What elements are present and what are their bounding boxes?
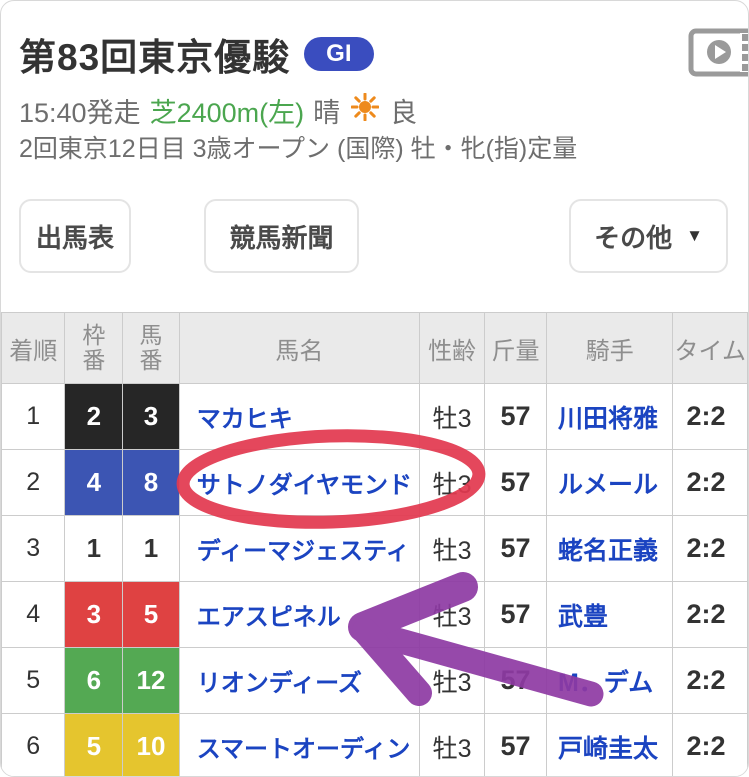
- number-cell: 5: [122, 581, 180, 648]
- race-video-icon[interactable]: [688, 27, 748, 82]
- weight-cell: 57: [484, 515, 547, 582]
- horse-name-cell: スマートオーディン: [178, 713, 421, 776]
- jockey-link[interactable]: 戸崎圭太: [557, 734, 658, 763]
- frame-cell: 1: [64, 515, 124, 582]
- table-row: 4 3 5 エアスピネル 牡3 57 武豊 2:2: [1, 581, 748, 648]
- horse-name-link[interactable]: サトノダイヤモンド: [196, 472, 413, 499]
- time-cell: 2:2: [672, 713, 748, 776]
- header-weight: 斤量: [484, 312, 547, 384]
- jockey-cell: 川田将雅: [545, 383, 674, 450]
- horse-name-cell: リオンディーズ: [178, 647, 421, 714]
- sex-age-cell: 牡3: [419, 581, 486, 648]
- frame-cell: 6: [64, 647, 124, 714]
- sex-age-cell: 牡3: [419, 449, 486, 516]
- going-label: 良: [390, 98, 418, 128]
- newspaper-button[interactable]: 競馬新聞: [204, 199, 359, 273]
- jockey-link[interactable]: ルメール: [557, 470, 658, 499]
- rank-cell: 4: [1, 581, 66, 648]
- race-conditions-line: 15:40発走 芝2400m(左) 晴 良: [19, 91, 417, 130]
- jockey-cell: 戸崎圭太: [545, 713, 674, 776]
- entry-table-label: 出馬表: [35, 222, 114, 253]
- frame-cell: 2: [64, 383, 124, 450]
- header-time: タイム: [672, 312, 748, 384]
- horse-name-link[interactable]: ディーマジェスティ: [196, 538, 410, 565]
- horse-name-cell: マカヒキ: [178, 383, 421, 450]
- horse-name-cell: ディーマジェスティ: [178, 515, 421, 582]
- frame-cell: 5: [64, 713, 124, 776]
- jockey-link[interactable]: 蛯名正義: [557, 536, 658, 565]
- entry-table-button[interactable]: 出馬表: [19, 199, 131, 273]
- page-title: 第83回東京優駿: [19, 37, 291, 78]
- horse-name-link[interactable]: エアスピネル: [196, 604, 341, 631]
- horse-name-link[interactable]: リオンディーズ: [196, 670, 362, 697]
- chevron-down-icon: ▼: [686, 226, 703, 245]
- number-cell: 1: [122, 515, 180, 582]
- frame-cell: 3: [64, 581, 124, 648]
- more-label: その他: [594, 222, 673, 253]
- table-header-row: 着順 枠番 馬番 馬名 性齢 斤量 騎手 タイム: [1, 312, 748, 384]
- rank-cell: 5: [1, 647, 66, 714]
- jockey-cell: M．デム: [545, 647, 674, 714]
- header-jockey: 騎手: [545, 312, 674, 384]
- jockey-link[interactable]: 武豊: [557, 602, 608, 631]
- horse-name-link[interactable]: マカヒキ: [196, 406, 293, 433]
- more-dropdown-button[interactable]: その他 ▼: [569, 199, 728, 273]
- meeting-info: 2回東京12日目 3歳オープン (国際) 牡・牝(指)定量: [19, 135, 578, 163]
- sex-age-cell: 牡3: [419, 383, 486, 450]
- rank-cell: 2: [1, 449, 66, 516]
- horse-name-cell: エアスピネル: [178, 581, 421, 648]
- sex-age-cell: 牡3: [419, 647, 486, 714]
- weight-cell: 57: [484, 383, 547, 450]
- table-row: 5 6 12 リオンディーズ 牡3 57 M．デム 2:2: [1, 647, 748, 714]
- jockey-cell: 蛯名正義: [545, 515, 674, 582]
- header-rank: 着順: [1, 312, 66, 384]
- rank-cell: 3: [1, 515, 66, 582]
- table-row: 3 1 1 ディーマジェスティ 牡3 57 蛯名正義 2:2: [1, 515, 748, 582]
- newspaper-label: 競馬新聞: [229, 222, 334, 253]
- number-cell: 3: [122, 383, 180, 450]
- weight-cell: 57: [484, 647, 547, 714]
- start-time: 15:40発走: [19, 98, 141, 128]
- weight-cell: 57: [484, 449, 547, 516]
- grade-badge: GI: [304, 37, 374, 71]
- rank-cell: 6: [1, 713, 66, 776]
- time-cell: 2:2: [672, 647, 748, 714]
- frame-cell: 4: [64, 449, 124, 516]
- jockey-link[interactable]: 川田将雅: [557, 404, 658, 433]
- horse-name-cell: サトノダイヤモンド: [178, 449, 421, 516]
- sex-age-cell: 牡3: [419, 713, 486, 776]
- time-cell: 2:2: [672, 383, 748, 450]
- rank-cell: 1: [1, 383, 66, 450]
- time-cell: 2:2: [672, 449, 748, 516]
- results-table: 着順 枠番 馬番 馬名 性齢 斤量 騎手 タイム 1 2 3 マカヒキ 牡3 5…: [1, 312, 748, 776]
- weather-label: 晴: [313, 98, 341, 128]
- jockey-cell: ルメール: [545, 449, 674, 516]
- weight-cell: 57: [484, 581, 547, 648]
- sex-age-cell: 牡3: [419, 515, 486, 582]
- table-row: 6 5 10 スマートオーディン 牡3 57 戸崎圭太 2:2: [1, 713, 748, 776]
- race-header: 第83回東京優駿 GI: [19, 27, 374, 81]
- header-frame: 枠番: [64, 312, 124, 384]
- table-row: 1 2 3 マカヒキ 牡3 57 川田将雅 2:2: [1, 383, 748, 450]
- header-name: 馬名: [178, 312, 421, 384]
- header-number: 馬番: [122, 312, 180, 384]
- time-cell: 2:2: [672, 515, 748, 582]
- horse-name-link[interactable]: スマートオーディン: [196, 736, 411, 763]
- weight-cell: 57: [484, 713, 547, 776]
- time-cell: 2:2: [672, 581, 748, 648]
- header-sexage: 性齢: [419, 312, 486, 384]
- number-cell: 12: [122, 647, 180, 714]
- number-cell: 10: [122, 713, 180, 776]
- sun-icon: [350, 92, 380, 128]
- table-row: 2 4 8 サトノダイヤモンド 牡3 57 ルメール 2:2: [1, 449, 748, 516]
- jockey-cell: 武豊: [545, 581, 674, 648]
- jockey-link[interactable]: M．デム: [557, 668, 654, 697]
- number-cell: 8: [122, 449, 180, 516]
- course-distance: 芝2400m(左): [149, 98, 305, 128]
